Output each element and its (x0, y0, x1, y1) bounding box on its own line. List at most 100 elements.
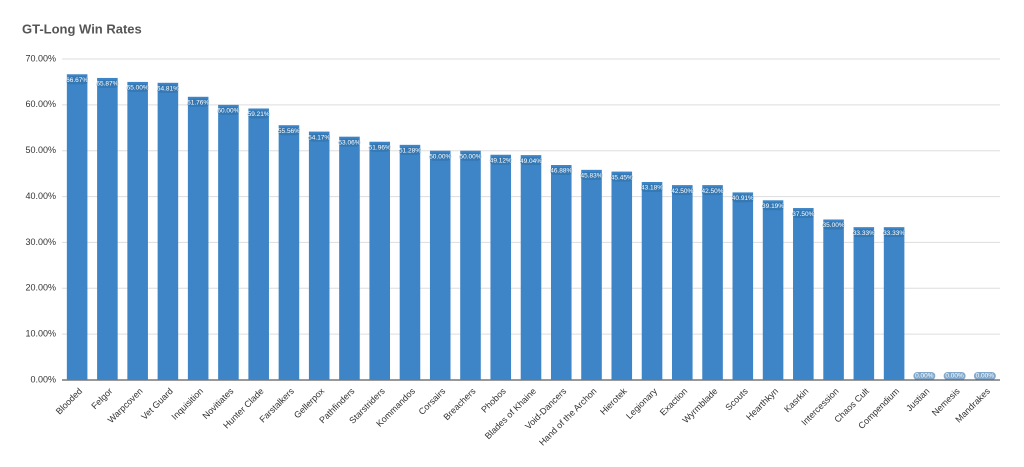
x-tick-label: Breachers (441, 386, 477, 422)
bar (550, 165, 572, 380)
value-label-bg (641, 183, 664, 192)
value-label: 45.45% (611, 174, 633, 181)
bar (793, 208, 814, 380)
bar (762, 200, 784, 380)
value-label-bg (66, 76, 89, 85)
value-label-bg (943, 372, 966, 380)
y-tick-label: 40.00% (25, 191, 56, 201)
x-tick-label: Corsairs (417, 386, 448, 417)
x-tick-label: Hand of the Archon (537, 386, 599, 448)
value-label-bg (852, 229, 875, 238)
bar (732, 192, 754, 380)
y-tick-label: 60.00% (25, 99, 56, 109)
value-label: 53.06% (338, 139, 360, 146)
bar (399, 144, 421, 380)
value-label: 50.00% (429, 153, 451, 160)
bar (702, 185, 723, 380)
value-label-bg (429, 152, 452, 161)
value-label: 65.87% (96, 81, 118, 88)
x-tick-label: Legionary (624, 386, 659, 421)
value-label: 59.21% (248, 111, 270, 118)
x-tick-label: Inquisition (170, 386, 206, 422)
y-tick-label: 10.00% (25, 329, 56, 339)
value-label: 40.91% (732, 195, 754, 202)
bar (157, 82, 179, 380)
y-tick-label: 70.00% (25, 53, 56, 63)
x-tick-label: Phobos (479, 386, 508, 415)
bar (823, 219, 844, 380)
value-label-bg (731, 194, 754, 203)
bar (429, 150, 451, 380)
bar (97, 77, 118, 381)
bar (460, 150, 481, 380)
value-label-bg (126, 83, 149, 92)
value-label: 61.76% (187, 100, 209, 107)
value-label-bg (822, 221, 845, 230)
bar (490, 154, 512, 380)
chart-title: GT-Long Win Rates (22, 21, 142, 36)
value-label: 60.00% (217, 108, 239, 115)
value-label: 51.28% (399, 148, 421, 155)
x-tick-label: Vet Guard (139, 386, 175, 422)
value-label: 54.17% (308, 134, 330, 141)
value-label-bg (913, 372, 936, 380)
value-label: 37.50% (792, 211, 814, 218)
bar (248, 108, 269, 380)
value-label: 46.88% (550, 168, 572, 175)
value-label: 33.33% (883, 230, 905, 237)
bar (641, 181, 663, 380)
value-label: 42.50% (702, 188, 724, 195)
bar (883, 227, 905, 380)
value-label: 50.00% (459, 153, 481, 160)
x-tick-label: Blooded (54, 386, 84, 416)
x-tick-label: Felgor (89, 386, 114, 411)
bar (672, 185, 693, 380)
value-label-bg (247, 110, 270, 119)
x-tick-label: Kasrkin (782, 386, 810, 414)
value-label: 39.19% (762, 203, 784, 210)
value-label: 55.56% (278, 128, 300, 135)
value-label-bg (792, 210, 815, 219)
value-label-bg (156, 84, 179, 93)
bar (611, 171, 633, 380)
value-label-bg (338, 138, 361, 147)
value-label: 0.00% (976, 373, 995, 380)
bar (308, 131, 330, 380)
value-label-bg (217, 106, 240, 115)
value-label-bg (308, 133, 331, 142)
value-label-bg (762, 202, 785, 211)
value-label: 0.00% (945, 373, 964, 380)
value-label: 65.00% (127, 85, 149, 92)
y-tick-label: 20.00% (25, 283, 56, 293)
value-label: 35.00% (823, 222, 845, 229)
x-tick-label: Scouts (723, 386, 750, 413)
value-label: 49.04% (520, 158, 542, 165)
value-label: 51.96% (369, 144, 391, 151)
bar (278, 125, 300, 380)
value-label-bg (368, 143, 391, 152)
value-label: 49.12% (490, 157, 512, 164)
value-label-bg (277, 127, 300, 136)
y-tick-label: 30.00% (25, 237, 56, 247)
value-label-bg (883, 229, 906, 238)
bar (187, 96, 209, 380)
value-label: 64.81% (157, 86, 179, 93)
value-label: 45.83% (580, 173, 602, 180)
bar (339, 136, 360, 380)
bar (218, 104, 239, 380)
y-tick-label: 0.00% (30, 374, 56, 384)
value-label: 42.50% (671, 188, 693, 195)
value-label-bg (580, 171, 603, 180)
value-label-bg (671, 187, 694, 196)
value-label-bg (973, 372, 996, 380)
value-label: 33.33% (853, 230, 875, 237)
bar (127, 81, 148, 380)
x-tick-label: Justian (904, 386, 931, 413)
value-label-bg (489, 156, 512, 165)
value-label-bg (701, 187, 724, 196)
x-tick-label: Hierotek (598, 386, 629, 417)
value-label: 66.67% (66, 77, 88, 84)
y-tick-label: 50.00% (25, 145, 56, 155)
x-tick-label: Hearthkyn (744, 386, 780, 422)
